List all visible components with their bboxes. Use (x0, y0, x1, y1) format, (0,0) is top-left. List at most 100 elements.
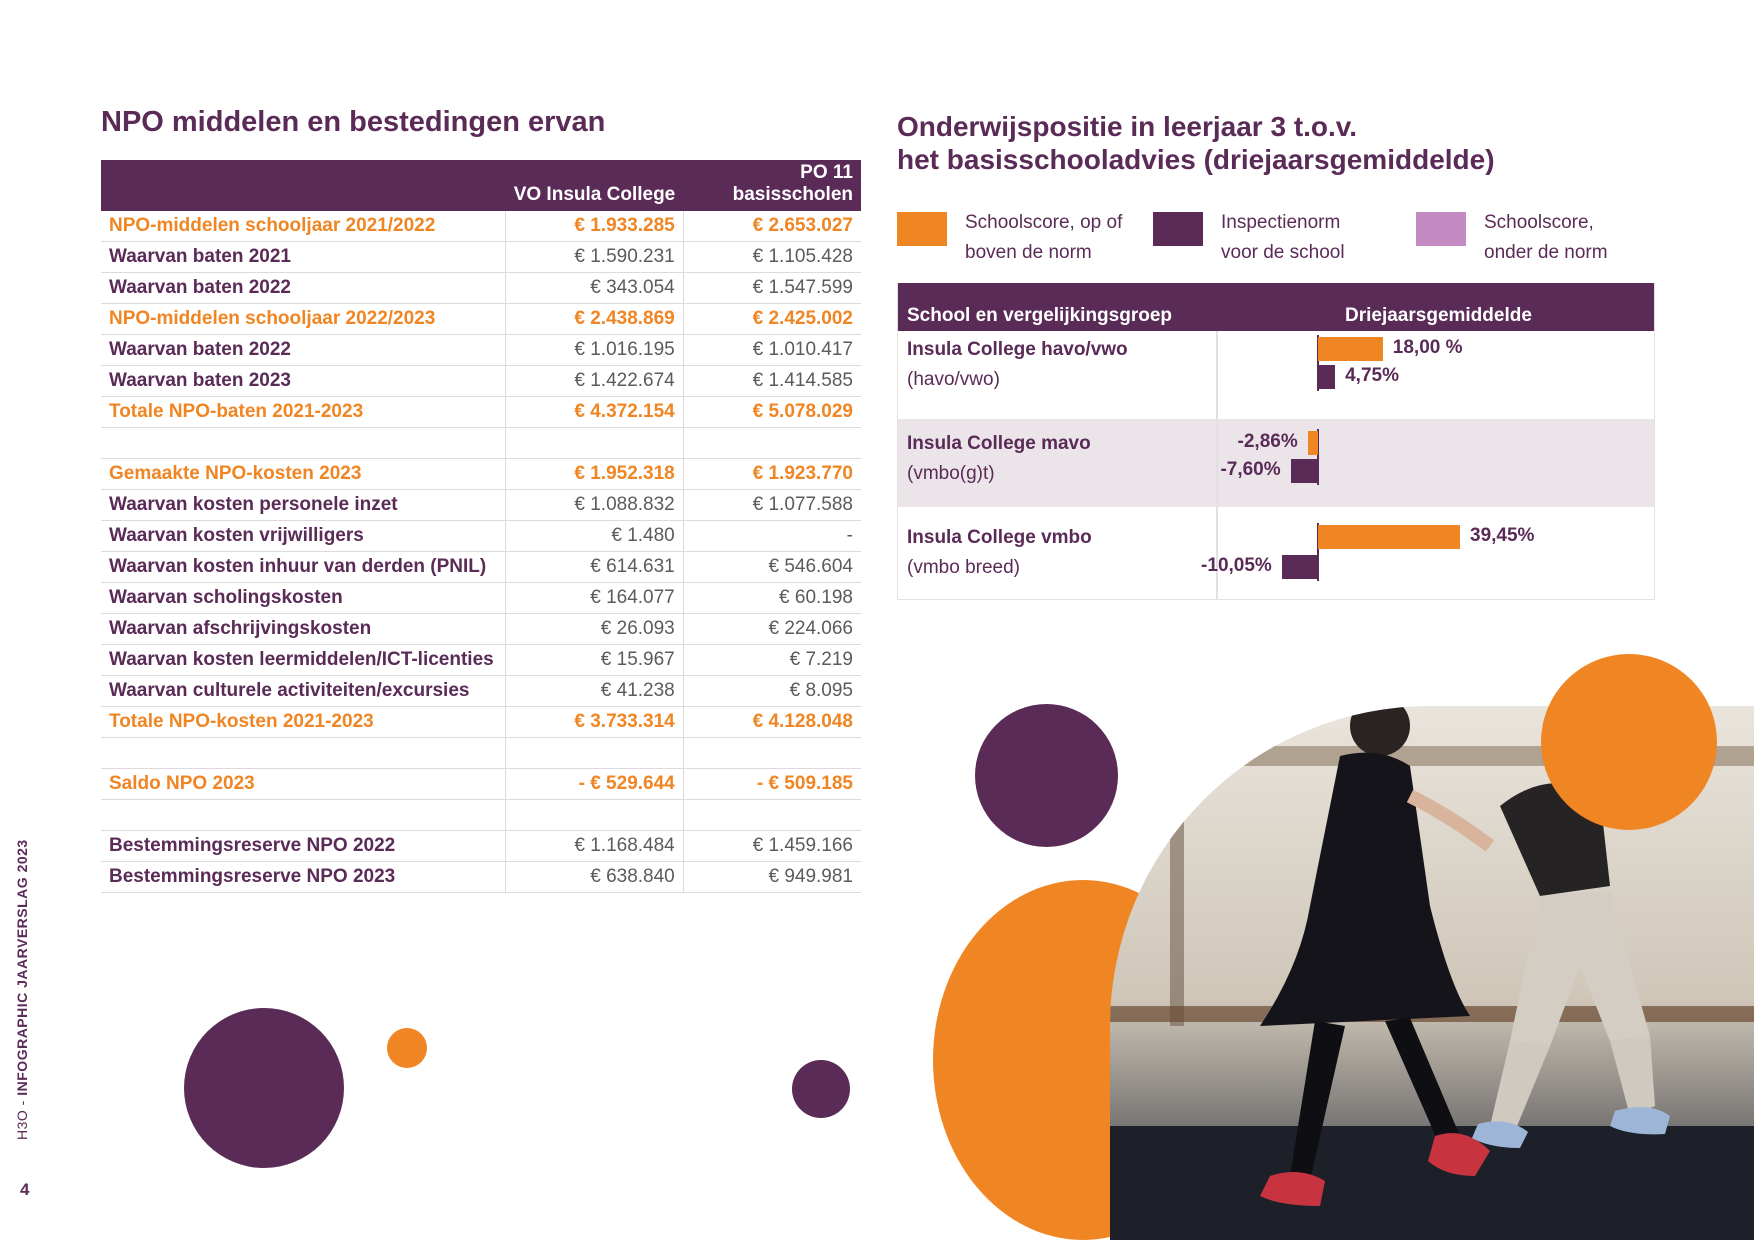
npo-row-po-value: € 1.923.770 (683, 458, 861, 490)
npo-header-label (101, 160, 506, 211)
npo-row-po-value (683, 427, 861, 459)
npo-row-po-value: € 7.219 (683, 644, 861, 676)
chart-header-school: School en vergelijkingsgroep (907, 305, 1173, 326)
npo-row-po-value (683, 799, 861, 831)
legend-swatch-lilac (1416, 212, 1466, 246)
footer-brand: H3O (14, 1109, 30, 1140)
chart-zero-axis (1317, 523, 1319, 581)
page-number: 4 (20, 1180, 30, 1199)
npo-table-row: Waarvan baten 2022 € 343.054 € 1.547.599 (101, 272, 861, 304)
decor-circle-purple-small (792, 1060, 850, 1118)
npo-row-label: Waarvan afschrijvingskosten (101, 613, 506, 645)
chart-bar-school (1318, 337, 1383, 361)
npo-row-label: Waarvan scholingskosten (101, 582, 506, 614)
npo-row-label: Waarvan kosten personele inzet (101, 489, 506, 521)
npo-row-label: NPO-middelen schooljaar 2022/2023 (101, 303, 506, 335)
npo-row-po-value: € 5.078.029 (683, 396, 861, 428)
npo-table-row: Saldo NPO 2023- € 529.644- € 509.185 (101, 768, 861, 800)
chart-row-group: (havo/vwo) (907, 369, 1000, 390)
chart-row-havo-vwo: Insula College havo/vwo (havo/vwo) (898, 331, 1654, 419)
npo-table-row: Bestemmingsreserve NPO 2022 € 1.168.484 € … (101, 830, 861, 862)
npo-row-po-value: - (683, 520, 861, 552)
chart-row-name: Insula College havo/vwo (907, 339, 1128, 360)
chart-row-name: Insula College vmbo (907, 527, 1092, 548)
decor-circle-purple-large (184, 1008, 344, 1168)
chart-row-group: (vmbo(g)t) (907, 463, 995, 484)
npo-row-label: Saldo NPO 2023 (101, 768, 506, 800)
npo-row-vo-value: € 1.933.285 (505, 211, 684, 242)
npo-table-row: Totale NPO-kosten 2021-2023 € 3.733.314 € … (101, 706, 861, 738)
decor-circle-orange-small (387, 1028, 427, 1068)
onderwijspositie-title-line2: het basisschooladvies (driejaarsgemiddel… (897, 144, 1495, 175)
npo-row-po-value: € 546.604 (683, 551, 861, 583)
npo-table-row: Waarvan baten 2022 € 1.016.195 € 1.010.417 (101, 334, 861, 366)
chart-header-driejaars: Driejaarsgemiddelde (1345, 305, 1532, 326)
chart-row-mavo: Insula College mavo (vmbo(g)t) (898, 419, 1654, 507)
legend-swatch-purple (1153, 212, 1203, 246)
photo-dancing-children (1110, 706, 1754, 1240)
npo-row-vo-value: € 1.088.832 (505, 489, 684, 521)
npo-row-label: Waarvan kosten vrijwilligers (101, 520, 506, 552)
npo-table-row: Waarvan baten 2023 € 1.422.674 € 1.414.585 (101, 365, 861, 397)
npo-table-row: NPO-middelen schooljaar 2022/2023 € 2.438… (101, 303, 861, 335)
npo-row-po-value: € 1.010.417 (683, 334, 861, 366)
npo-row-vo-value: € 2.438.869 (505, 303, 684, 335)
npo-row-label: Totale NPO-kosten 2021-2023 (101, 706, 506, 738)
npo-table-row: Waarvan kosten leermiddelen/ICT-licentie… (101, 644, 861, 676)
onderwijspositie-title-line1: Onderwijspositie in leerjaar 3 t.o.v. (897, 111, 1358, 142)
chart-row-group: (vmbo breed) (907, 557, 1020, 578)
npo-header-vo: VO Insula College (505, 160, 684, 211)
npo-table-row: Totale NPO-baten 2021-2023 € 4.372.154 € 5… (101, 396, 861, 428)
npo-table-row (101, 737, 861, 769)
npo-row-po-value: € 949.981 (683, 861, 861, 893)
npo-table-row (101, 427, 861, 459)
npo-table-row: Waarvan afschrijvingskosten € 26.093 € 224… (101, 613, 861, 645)
npo-row-vo-value: € 638.840 (505, 861, 684, 893)
chart-bar-label: -7,60% (1220, 459, 1281, 480)
npo-row-vo-value: € 1.952.318 (505, 458, 684, 490)
npo-row-vo-value: € 164.077 (505, 582, 684, 614)
npo-row-label: Waarvan baten 2022 (101, 272, 506, 304)
npo-row-po-value: € 1.105.428 (683, 241, 861, 273)
npo-row-vo-value: € 1.590.231 (505, 241, 684, 273)
npo-row-label: Waarvan culturele activiteiten/excursies (101, 675, 506, 707)
legend-swatch-orange (897, 212, 947, 246)
chart-row-vmbo: Insula College vmbo (vmbo breed) (898, 507, 1654, 599)
npo-row-po-value: € 2.653.027 (683, 211, 861, 242)
npo-row-po-value: € 4.128.048 (683, 706, 861, 738)
npo-row-label: Waarvan kosten inhuur van derden (PNIL) (101, 551, 506, 583)
chart-bar-label: -2,86% (1237, 431, 1298, 452)
npo-row-vo-value: € 1.168.484 (505, 830, 684, 862)
npo-table-row: Waarvan kosten personele inzet € 1.088.83… (101, 489, 861, 521)
npo-row-label: Bestemmingsreserve NPO 2023 (101, 861, 506, 893)
npo-row-label (101, 799, 506, 831)
npo-table-row: Waarvan kosten vrijwilligers € 1.480- (101, 520, 861, 552)
decor-circle-purple-mid (975, 704, 1118, 847)
footer-separator: - (14, 1095, 30, 1110)
footer-side-text: H3O - INFOGRAPHIC JAARVERSLAG 2023 (14, 839, 30, 1140)
npo-row-label (101, 427, 506, 459)
npo-row-label: NPO-middelen schooljaar 2021/2022 (101, 211, 506, 242)
legend-label: onder de norm (1484, 242, 1608, 263)
npo-row-po-value: € 224.066 (683, 613, 861, 645)
npo-row-vo-value: € 1.480 (505, 520, 684, 552)
npo-row-label: Waarvan baten 2023 (101, 365, 506, 397)
chart-bar-label: -10,05% (1201, 555, 1272, 576)
npo-row-po-value: € 1.547.599 (683, 272, 861, 304)
npo-row-po-value (683, 737, 861, 769)
npo-row-vo-value: € 4.372.154 (505, 396, 684, 428)
chart-zero-axis (1317, 335, 1319, 391)
npo-row-vo-value: € 1.016.195 (505, 334, 684, 366)
npo-row-vo-value (505, 737, 684, 769)
npo-row-vo-value: € 41.238 (505, 675, 684, 707)
npo-table-row: Gemaakte NPO-kosten 2023 € 1.952.318 € 1.9… (101, 458, 861, 490)
npo-row-po-value: - € 509.185 (683, 768, 861, 800)
legend-label: boven de norm (965, 242, 1092, 263)
chart-bar-school (1307, 431, 1318, 455)
npo-row-po-value: € 1.414.585 (683, 365, 861, 397)
chart-header: School en vergelijkingsgroep Driejaarsge… (898, 283, 1654, 331)
npo-row-label (101, 737, 506, 769)
chart-row-name: Insula College mavo (907, 433, 1091, 454)
npo-row-vo-value: € 614.631 (505, 551, 684, 583)
npo-row-label: Totale NPO-baten 2021-2023 (101, 396, 506, 428)
